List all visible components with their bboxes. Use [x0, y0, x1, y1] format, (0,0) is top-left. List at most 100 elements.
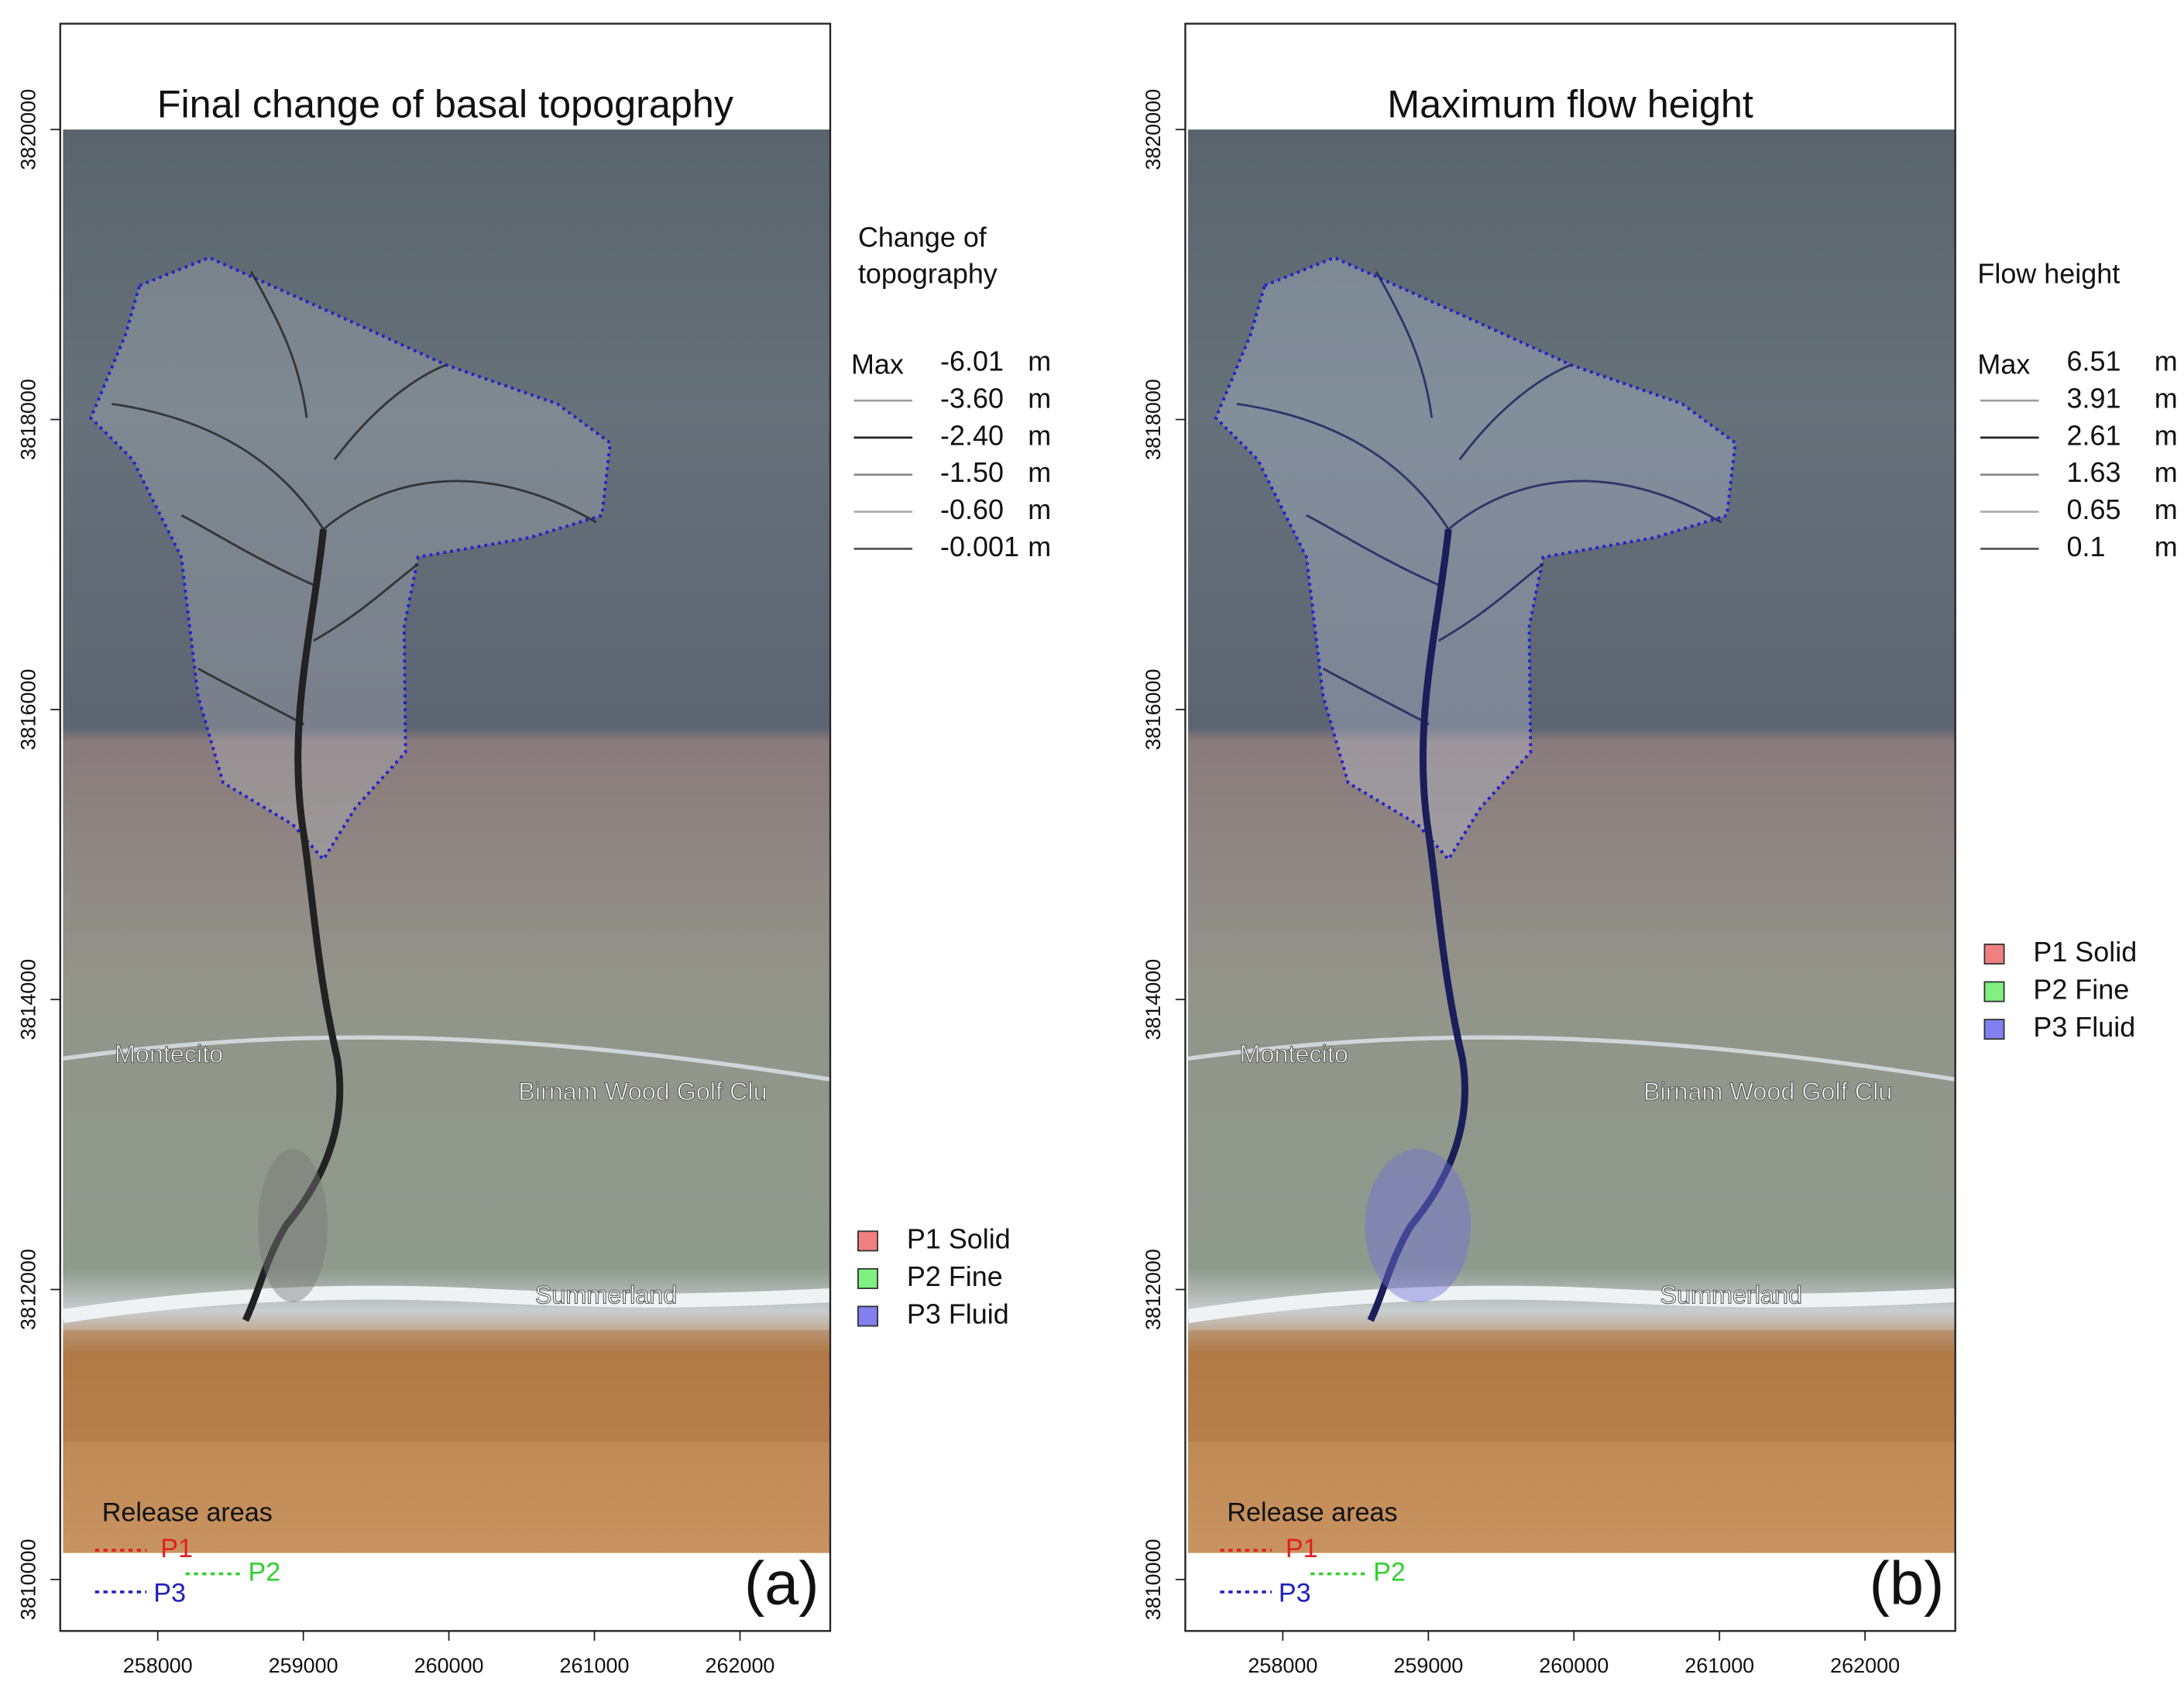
release-area-p3	[88, 256, 613, 862]
legend-unit: m	[1028, 419, 1051, 451]
tributary	[112, 402, 325, 530]
release-label: P2	[248, 1558, 280, 1587]
sea-shade	[63, 1329, 831, 1442]
legend-value: -0.001	[940, 531, 1019, 562]
release-title: Release areas	[102, 1497, 273, 1527]
x-tick-label: 259000	[269, 1654, 338, 1677]
deposit	[1365, 1149, 1471, 1303]
x-tick-label: 259000	[1393, 1654, 1463, 1677]
flow-path	[242, 528, 344, 1322]
legend-unit: m	[1028, 531, 1051, 562]
legend-value: 1.63	[2067, 456, 2121, 488]
legend-unit: m	[2155, 383, 2178, 414]
legend-value: 6.51	[2067, 346, 2121, 377]
panel-title: Maximum flow height	[1387, 82, 1753, 126]
y-tick-label: 3816000	[1142, 669, 1165, 750]
tributary	[1458, 363, 1572, 461]
panel: Montecito Birnam Wood Golf Clu Summerland M…	[1142, 22, 2178, 1677]
tributary	[1236, 402, 1450, 530]
release-label: P3	[1279, 1579, 1311, 1608]
material-swatch	[1983, 981, 2005, 1002]
release-label: P3	[153, 1579, 186, 1608]
legend-unit: m	[2155, 531, 2178, 562]
y-tick-label: 3810000	[16, 1539, 39, 1620]
release-title: Release areas	[1227, 1497, 1397, 1527]
y-tick-label: 3814000	[1142, 959, 1165, 1040]
coastline	[1186, 1285, 1956, 1323]
legend-title: topography	[858, 257, 998, 289]
catchment-fill	[1216, 257, 1736, 860]
place-label: Montecito	[1240, 1040, 1348, 1068]
legend-value: -1.50	[940, 456, 1004, 488]
place-label: Montecito	[115, 1040, 223, 1068]
x-tick-label: 258000	[1248, 1654, 1317, 1677]
legend-value: -0.60	[940, 493, 1004, 525]
legend-value: 0.1	[2067, 531, 2106, 562]
panel-title: Final change of basal topography	[157, 82, 734, 126]
x-tick-label: 260000	[414, 1654, 484, 1677]
legend-max: Max	[1977, 348, 2030, 380]
x-tick-label: 262000	[705, 1654, 774, 1677]
y-tick-label: 3812000	[1142, 1249, 1165, 1330]
catchment-fill	[91, 257, 610, 860]
release-label: P2	[1373, 1558, 1406, 1587]
road	[1187, 1035, 1956, 1082]
road	[63, 1035, 831, 1082]
y-tick-label: 3814000	[16, 959, 39, 1040]
legend-unit: m	[1028, 456, 1051, 488]
release-area-p3	[1214, 256, 1737, 862]
tributary	[333, 363, 447, 461]
tributary	[249, 270, 308, 418]
legend-unit: m	[2155, 419, 2178, 451]
tributary	[1306, 514, 1440, 586]
legend-value: -2.40	[940, 419, 1004, 451]
frame	[59, 22, 832, 1632]
panel-label: (a)	[744, 1548, 819, 1617]
y-tick-label: 3818000	[16, 379, 39, 460]
tributary	[322, 480, 597, 531]
tributary	[313, 562, 419, 642]
legend-unit: m	[2155, 346, 2178, 377]
frame	[1184, 22, 1956, 1632]
coastline	[62, 1285, 831, 1323]
release-label: P1	[1286, 1534, 1318, 1563]
y-tick-label: 3810000	[1142, 1539, 1165, 1620]
tributary	[1437, 562, 1544, 642]
legend-unit: m	[2155, 493, 2178, 525]
sea-shade	[1188, 1329, 1956, 1442]
material-swatch	[1983, 944, 2005, 965]
y-tick-label: 3816000	[16, 669, 39, 750]
legend-unit: m	[1028, 493, 1051, 525]
y-tick-label: 3818000	[1142, 379, 1165, 460]
material-label: P2 Fine	[2033, 974, 2129, 1006]
legend-unit: m	[1028, 383, 1051, 414]
legend-max: Max	[851, 348, 904, 380]
x-tick-label: 262000	[1830, 1654, 1900, 1677]
deposit	[258, 1149, 328, 1303]
panel: Montecito Birnam Wood Golf Clu Summerland F…	[16, 22, 1051, 1677]
material-label: P3 Fluid	[907, 1298, 1009, 1329]
place-label: Birnam Wood Golf Clu	[518, 1078, 767, 1105]
material-label: P2 Fine	[907, 1260, 1003, 1292]
tributary	[1447, 480, 1722, 531]
legend-value: -6.01	[940, 346, 1004, 377]
tributary	[1322, 667, 1430, 726]
tributary	[180, 514, 314, 586]
material-swatch	[857, 1305, 879, 1327]
legend-value: 2.61	[2067, 419, 2121, 451]
legend-value: 0.65	[2067, 493, 2121, 525]
x-tick-label: 261000	[1684, 1654, 1754, 1677]
legend-value: 3.91	[2067, 383, 2121, 414]
panel-label: (b)	[1870, 1548, 1945, 1617]
legend-unit: m	[2155, 456, 2178, 488]
material-swatch	[857, 1267, 879, 1289]
legend-title: Flow height	[1977, 257, 2120, 289]
material-swatch	[857, 1230, 879, 1252]
material-label: P1 Solid	[907, 1222, 1011, 1254]
y-tick-label: 3820000	[16, 89, 39, 170]
y-tick-label: 3820000	[1142, 89, 1165, 170]
release-label: P1	[160, 1534, 193, 1563]
flow-path	[1367, 528, 1468, 1322]
